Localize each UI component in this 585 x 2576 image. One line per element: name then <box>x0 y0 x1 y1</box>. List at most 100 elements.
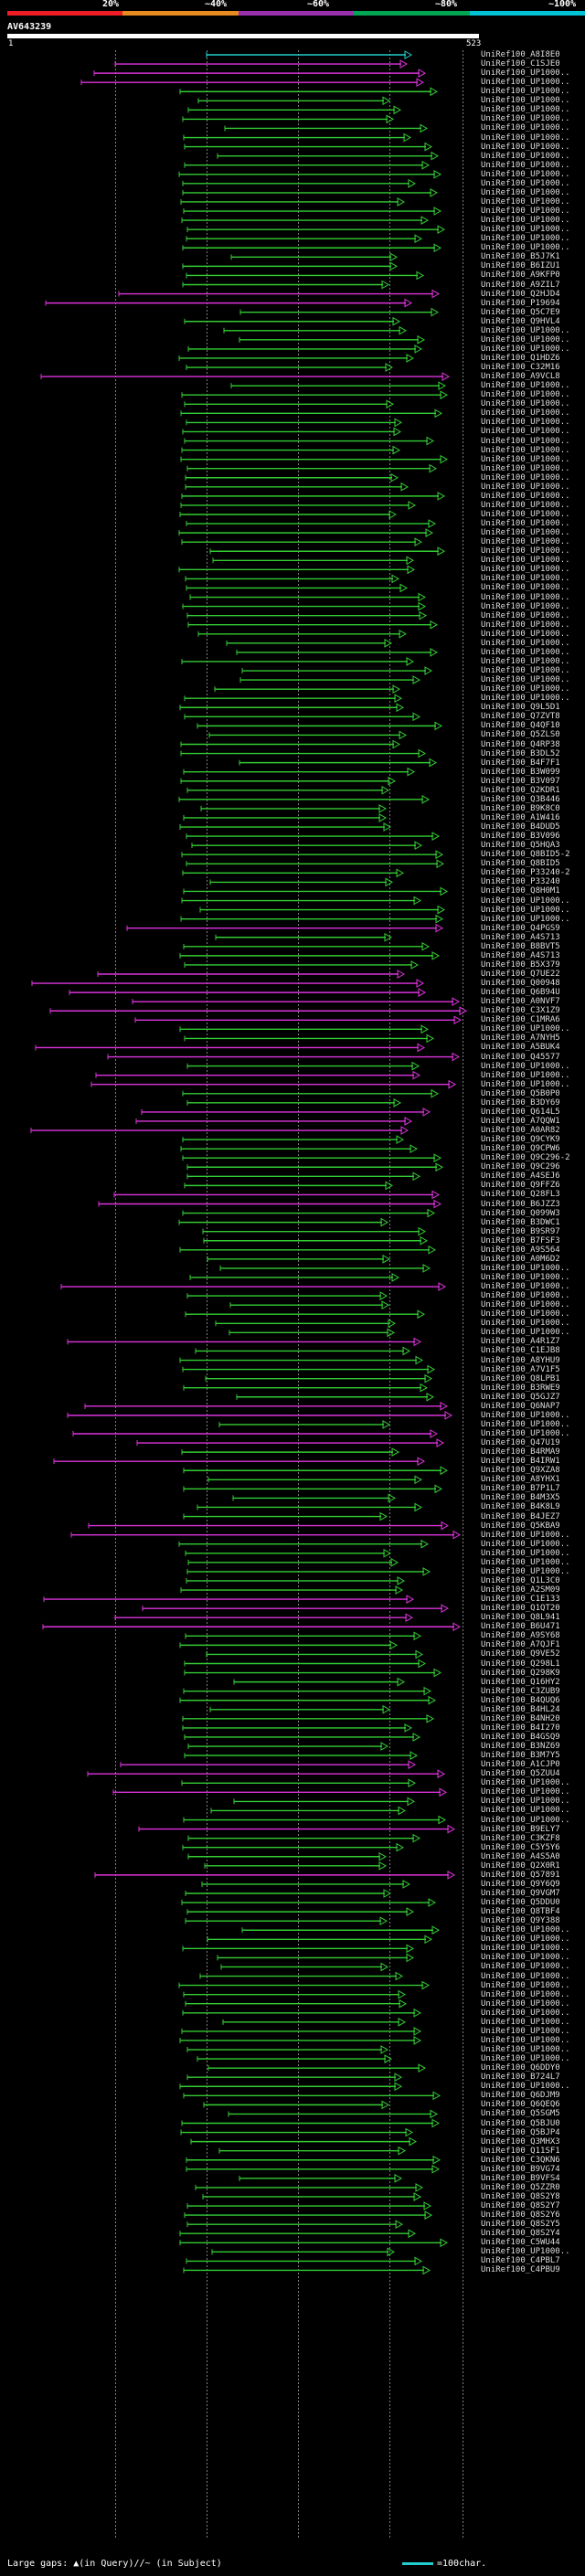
hit-link[interactable]: UniRef100_Q5SGM5 <box>481 2109 560 2119</box>
hit-link[interactable]: UniRef100_UP1000.. <box>481 1429 570 1438</box>
hit-link[interactable]: UniRef100_UP1000.. <box>481 1797 570 1807</box>
hit-link[interactable]: UniRef100_Q8S2Y4 <box>481 2229 560 2239</box>
hit-link[interactable]: UniRef100_Q5BJP4 <box>481 2127 560 2137</box>
hit-link[interactable]: UniRef100_UP1000.. <box>481 463 570 473</box>
hit-link[interactable]: UniRef100_UP1000.. <box>481 1070 570 1080</box>
hit-link[interactable]: UniRef100_Q4RP38 <box>481 739 560 749</box>
hit-link[interactable]: UniRef100_Q9HVL4 <box>481 316 560 326</box>
hit-link[interactable]: UniRef100_A4SEJ6 <box>481 1171 560 1182</box>
hit-link[interactable]: UniRef100_UP1000.. <box>481 1319 570 1329</box>
hit-link[interactable]: UniRef100_UP1000.. <box>481 344 570 354</box>
hit-link[interactable]: UniRef100_UP1000.. <box>481 1806 570 1816</box>
hit-link[interactable]: UniRef100_Q8S2Y8 <box>481 2191 560 2201</box>
hit-link[interactable]: UniRef100_UP1000.. <box>481 1539 570 1549</box>
hit-link[interactable]: UniRef100_UP1000.. <box>481 896 570 906</box>
hit-link[interactable]: UniRef100_UP1000.. <box>481 1971 570 1981</box>
hit-link[interactable]: UniRef100_B6U471 <box>481 1622 560 1632</box>
hit-link[interactable]: UniRef100_A1CJP0 <box>481 1760 560 1770</box>
hit-link[interactable]: UniRef100_B7FSF3 <box>481 1235 560 1246</box>
hit-link[interactable]: UniRef100_UP1000.. <box>481 169 570 179</box>
hit-link[interactable]: UniRef100_UP1000.. <box>481 408 570 419</box>
hit-link[interactable]: UniRef100_A0M6D2 <box>481 1254 560 1264</box>
hit-link[interactable]: UniRef100_A7V1F5 <box>481 1364 560 1374</box>
hit-link[interactable]: UniRef100_UP1000.. <box>481 610 570 620</box>
hit-link[interactable]: UniRef100_A9VCL8 <box>481 372 560 382</box>
hit-link[interactable]: UniRef100_B9K8C0 <box>481 803 560 813</box>
hit-link[interactable]: UniRef100_B4M3X5 <box>481 1493 560 1503</box>
hit-link[interactable]: UniRef100_UP1000.. <box>481 105 570 115</box>
hit-link[interactable]: UniRef100_UP1000.. <box>481 1925 570 1935</box>
hit-link[interactable]: UniRef100_Q5DDU0 <box>481 1898 560 1908</box>
hit-link[interactable]: UniRef100_Q45577 <box>481 1052 560 1062</box>
hit-link[interactable]: UniRef100_Q5BJU0 <box>481 2118 560 2128</box>
hit-link[interactable]: UniRef100_A9SY68 <box>481 1631 560 1641</box>
hit-link[interactable]: UniRef100_B4NH20 <box>481 1713 560 1723</box>
hit-link[interactable]: UniRef100_UP1000.. <box>481 1309 570 1320</box>
hit-link[interactable]: UniRef100_Q7UE22 <box>481 970 560 979</box>
hit-link[interactable]: UniRef100_UP1000.. <box>481 656 570 666</box>
hit-link[interactable]: UniRef100_B8BVT5 <box>481 941 560 951</box>
hit-link[interactable]: UniRef100_A4S5A0 <box>481 1851 560 1861</box>
hit-link[interactable]: UniRef100_UP1000.. <box>481 1989 570 1999</box>
hit-link[interactable]: UniRef100_Q099W3 <box>481 1208 560 1218</box>
hit-link[interactable]: UniRef100_Q9CYK9 <box>481 1135 560 1145</box>
hit-link[interactable]: UniRef100_A8YHX1 <box>481 1475 560 1485</box>
hit-link[interactable]: UniRef100_UP1000.. <box>481 1548 570 1558</box>
hit-link[interactable]: UniRef100_A7QQW1 <box>481 1116 560 1126</box>
hit-link[interactable]: UniRef100_A4R1Z7 <box>481 1337 560 1347</box>
hit-link[interactable]: UniRef100_A2SM09 <box>481 1585 560 1595</box>
hit-link[interactable]: UniRef100_B4IRW1 <box>481 1457 560 1467</box>
hit-link[interactable]: UniRef100_Q5B0P0 <box>481 1088 560 1098</box>
hit-link[interactable]: UniRef100_UP1000.. <box>481 216 570 226</box>
hit-link[interactable]: UniRef100_B4K8L9 <box>481 1502 560 1512</box>
hit-link[interactable]: UniRef100_A7NYH5 <box>481 1034 560 1044</box>
hit-link[interactable]: UniRef100_UP1000.. <box>481 2045 570 2055</box>
hit-link[interactable]: UniRef100_B724L7 <box>481 2072 560 2083</box>
hit-link[interactable]: UniRef100_Q4QF10 <box>481 721 560 731</box>
hit-link[interactable]: UniRef100_Q8BID5 <box>481 859 560 869</box>
hit-link[interactable]: UniRef100_B5J7K1 <box>481 252 560 262</box>
hit-link[interactable]: UniRef100_C1EJB8 <box>481 1346 560 1356</box>
hit-link[interactable]: UniRef100_UP1000.. <box>481 187 570 197</box>
hit-link[interactable]: UniRef100_A5BUK4 <box>481 1043 560 1053</box>
hit-link[interactable]: UniRef100_UP1000.. <box>481 436 570 446</box>
hit-link[interactable]: UniRef100_UP1000.. <box>481 334 570 345</box>
hit-link[interactable]: UniRef100_UP1000.. <box>481 1061 570 1071</box>
hit-link[interactable]: UniRef100_UP1000.. <box>481 87 570 97</box>
hit-link[interactable]: UniRef100_UP1000.. <box>481 207 570 217</box>
hit-link[interactable]: UniRef100_Q11SF1 <box>481 2146 560 2156</box>
hit-link[interactable]: UniRef100_UP1000.. <box>481 96 570 106</box>
hit-link[interactable]: UniRef100_Q8S2Y6 <box>481 2210 560 2221</box>
hit-link[interactable]: UniRef100_UP1000.. <box>481 528 570 538</box>
hit-link[interactable]: UniRef100_UP1000.. <box>481 178 570 188</box>
hit-link[interactable]: UniRef100_Q1L3C0 <box>481 1575 560 1585</box>
hit-link[interactable]: UniRef100_UP1000.. <box>481 546 570 557</box>
hit-link[interactable]: UniRef100_UP1000.. <box>481 1079 570 1089</box>
hit-link[interactable]: UniRef100_UP1000.. <box>481 418 570 428</box>
hit-link[interactable]: UniRef100_UP1000.. <box>481 1410 570 1420</box>
hit-link[interactable]: UniRef100_UP1000.. <box>481 684 570 694</box>
hit-link[interactable]: UniRef100_Q6QEQ6 <box>481 2100 560 2110</box>
hit-link[interactable]: UniRef100_B3NZ69 <box>481 1742 560 1752</box>
hit-link[interactable]: UniRef100_Q57891 <box>481 1870 560 1880</box>
hit-link[interactable]: UniRef100_A0NVF7 <box>481 997 560 1007</box>
hit-link[interactable]: UniRef100_UP1000.. <box>481 234 570 244</box>
hit-link[interactable]: UniRef100_A8YHU9 <box>481 1355 560 1365</box>
hit-link[interactable]: UniRef100_Q9L5D1 <box>481 703 560 713</box>
hit-link[interactable]: UniRef100_Q1HDZ6 <box>481 353 560 363</box>
hit-link[interactable]: UniRef100_B3M7Y5 <box>481 1751 560 1761</box>
hit-link[interactable]: UniRef100_UP1000.. <box>481 666 570 676</box>
hit-link[interactable]: UniRef100_C1MRA6 <box>481 1015 560 1025</box>
hit-link[interactable]: UniRef100_P19694 <box>481 298 560 308</box>
hit-link[interactable]: UniRef100_UP1000.. <box>481 510 570 519</box>
hit-link[interactable]: UniRef100_UP1000.. <box>481 914 570 924</box>
hit-link[interactable]: UniRef100_B6JZZ3 <box>481 1199 560 1209</box>
hit-link[interactable]: UniRef100_B4I270 <box>481 1723 560 1733</box>
hit-link[interactable]: UniRef100_UP1000.. <box>481 491 570 501</box>
hit-link[interactable]: UniRef100_UP1000.. <box>481 2054 570 2064</box>
hit-link[interactable]: UniRef100_C3QKN6 <box>481 2155 560 2165</box>
hit-link[interactable]: UniRef100_B4GSQ9 <box>481 1732 560 1742</box>
hit-link[interactable]: UniRef100_Q5KBA9 <box>481 1521 560 1531</box>
hit-link[interactable]: UniRef100_Q9VGM7 <box>481 1889 560 1898</box>
hit-link[interactable]: UniRef100_P33240-2 <box>481 868 570 878</box>
